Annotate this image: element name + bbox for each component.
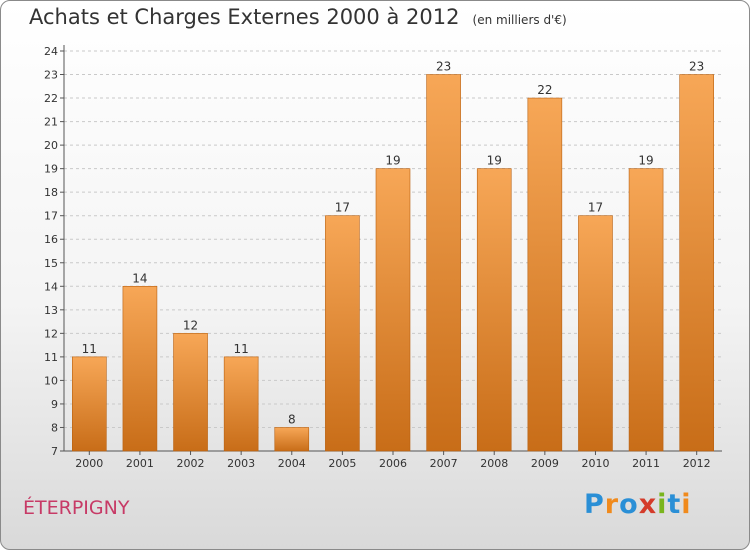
chart-unit: (en milliers d'€) xyxy=(472,13,567,27)
bar-value-label: 14 xyxy=(132,271,147,285)
commune-name: ÉTERPIGNY xyxy=(23,497,130,519)
x-tick-label: 2001 xyxy=(126,457,154,470)
y-tick-label: 22 xyxy=(44,92,58,105)
bar xyxy=(274,427,310,452)
y-tick-label: 21 xyxy=(44,116,58,129)
y-tick-label: 12 xyxy=(44,327,58,340)
logo-letter: t xyxy=(667,489,682,520)
y-tick-label: 17 xyxy=(44,210,58,223)
chart-title: Achats et Charges Externes 2000 à 2012 (… xyxy=(29,5,567,29)
bar xyxy=(325,215,360,452)
bar-value-label: 22 xyxy=(537,83,552,97)
y-tick-label: 7 xyxy=(51,445,58,458)
bar xyxy=(173,333,208,452)
logo-letter: x xyxy=(638,489,658,520)
logo-letter: i xyxy=(657,489,668,520)
x-tick-label: 2006 xyxy=(379,457,407,470)
x-tick-label: 2003 xyxy=(227,457,255,470)
x-tick-label: 2010 xyxy=(581,457,609,470)
bar-value-label: 23 xyxy=(689,60,704,74)
bar xyxy=(578,215,613,452)
bar-value-label: 19 xyxy=(487,154,502,168)
logo-letter: i xyxy=(681,489,692,520)
bar xyxy=(628,168,664,452)
y-tick-label: 19 xyxy=(44,163,58,176)
proxiti-logo: Proxiti xyxy=(584,489,692,520)
y-tick-label: 10 xyxy=(44,374,58,387)
bar-value-label: 11 xyxy=(234,342,249,356)
logo-letter: P xyxy=(584,489,605,520)
bar-value-label: 19 xyxy=(638,154,653,168)
x-tick-label: 2005 xyxy=(328,457,356,470)
y-tick-label: 16 xyxy=(44,233,58,246)
bar-value-label: 17 xyxy=(588,201,603,215)
bar xyxy=(72,356,107,452)
y-tick-label: 15 xyxy=(44,257,58,270)
y-tick-label: 24 xyxy=(44,45,58,58)
bar xyxy=(223,356,259,452)
x-tick-label: 2007 xyxy=(430,457,458,470)
x-tick-label: 2002 xyxy=(177,457,205,470)
x-tick-label: 2004 xyxy=(278,457,306,470)
bar-value-label: 11 xyxy=(82,342,97,356)
bar-value-label: 8 xyxy=(288,412,296,426)
bar-value-label: 19 xyxy=(385,154,400,168)
y-tick-label: 11 xyxy=(44,351,58,364)
logo-letter: o xyxy=(619,489,639,520)
bar xyxy=(426,74,461,452)
bar-value-label: 23 xyxy=(436,60,451,74)
x-tick-label: 2000 xyxy=(75,457,103,470)
bar xyxy=(527,97,563,452)
y-tick-label: 8 xyxy=(51,421,58,434)
y-tick-label: 14 xyxy=(44,280,58,293)
x-tick-label: 2012 xyxy=(683,457,711,470)
x-tick-label: 2011 xyxy=(632,457,660,470)
bar xyxy=(476,168,512,452)
y-tick-label: 20 xyxy=(44,139,58,152)
bar xyxy=(122,285,158,452)
bar-value-label: 12 xyxy=(183,318,198,332)
y-tick-label: 18 xyxy=(44,186,58,199)
y-tick-label: 9 xyxy=(51,398,58,411)
bar xyxy=(679,74,714,452)
y-tick-label: 13 xyxy=(44,304,58,317)
y-tick-label: 23 xyxy=(44,69,58,82)
x-tick-label: 2008 xyxy=(480,457,508,470)
bar xyxy=(375,168,411,452)
x-tick-label: 2009 xyxy=(531,457,559,470)
bar-value-label: 17 xyxy=(335,201,350,215)
logo-letter: r xyxy=(604,489,620,520)
chart-title-text: Achats et Charges Externes 2000 à 2012 xyxy=(29,5,460,29)
